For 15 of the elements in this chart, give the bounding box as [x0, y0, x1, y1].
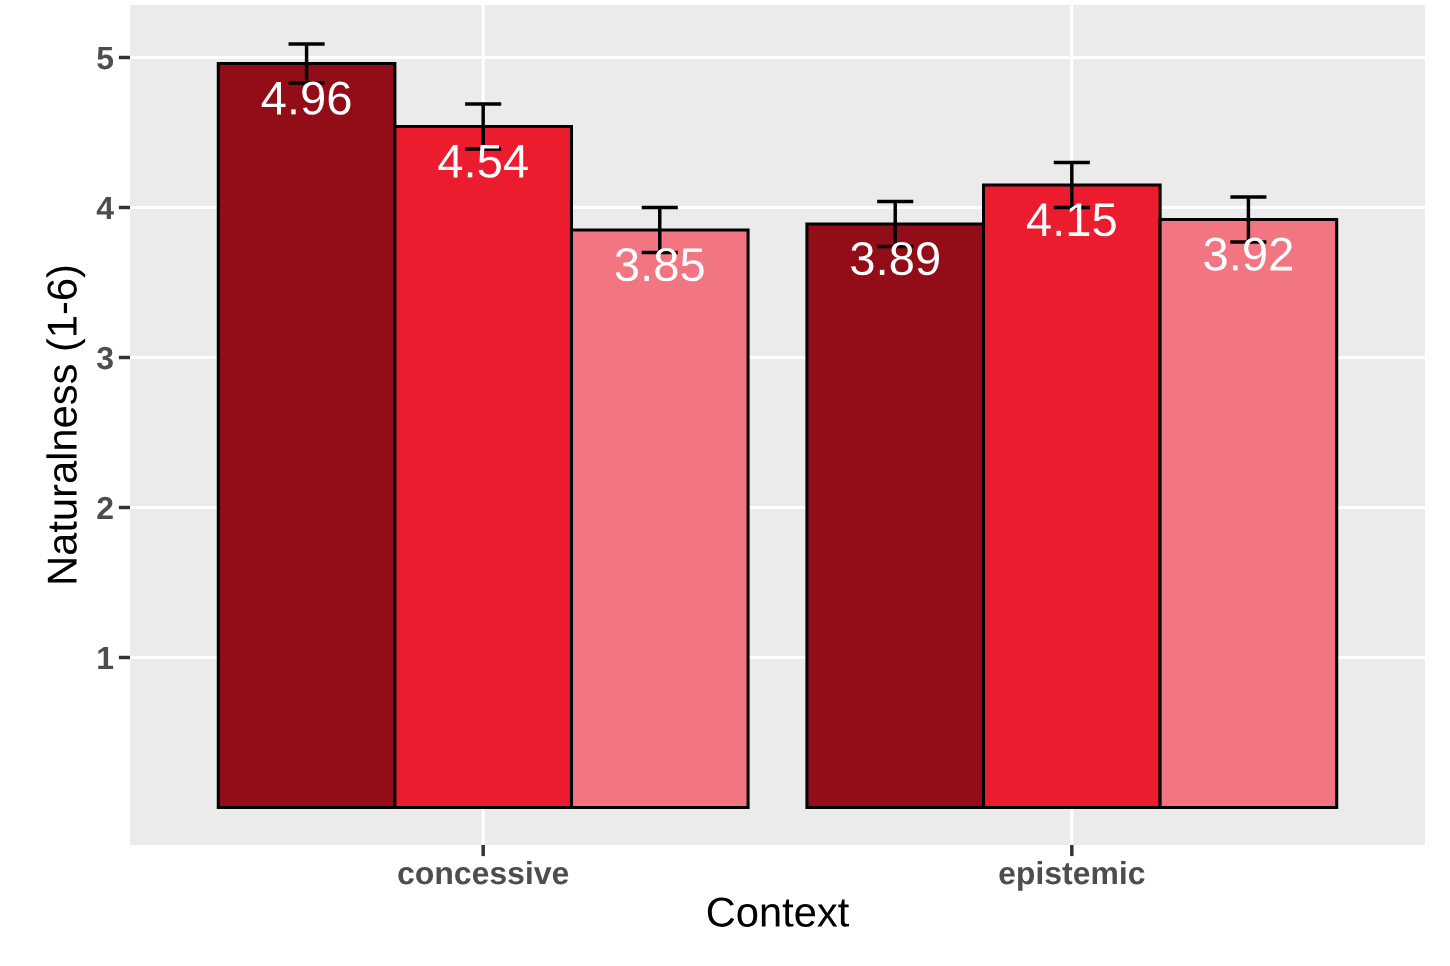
data-label: 4.96 [261, 81, 351, 115]
y-tick-label: 4 [96, 197, 114, 220]
y-tick-label: 3 [97, 346, 113, 370]
data-label: 3.92 [1204, 237, 1292, 271]
data-label: 4.15 [1026, 203, 1116, 237]
y-tick-label: 2 [97, 496, 113, 520]
data-label: 4.54 [438, 144, 528, 178]
y-axis-title: Naturalness (1-6) [46, 266, 86, 583]
data-label: 3.89 [851, 241, 939, 276]
y-tick-label: 5 [97, 47, 114, 70]
y-tick-label: 1 [98, 647, 114, 670]
data-label: 3.85 [615, 247, 704, 282]
x-tick-label: concessive [398, 860, 569, 885]
x-tick-label: epistemic [999, 860, 1145, 891]
x-axis-title: Context [707, 897, 849, 927]
